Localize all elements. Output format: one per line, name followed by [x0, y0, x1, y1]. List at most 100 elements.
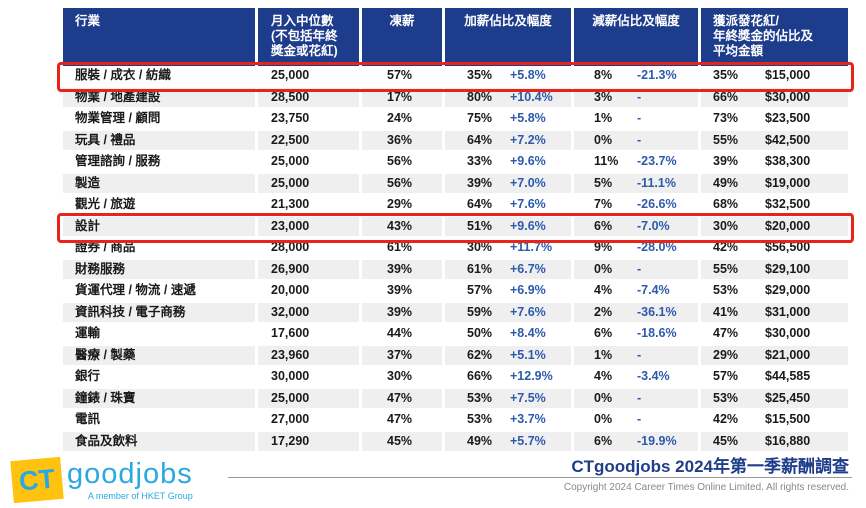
cell-cut_amt: -18.6% [629, 324, 702, 346]
cell-raise_amt: +7.0% [500, 173, 575, 195]
table-row: 貨運代理 / 物流 / 速遞 20,000 39% 57% +6.9% 4% -7.4% 53… [63, 281, 849, 303]
cell-raise_amt: +9.6% [500, 152, 575, 174]
cell-bonus_pct: 29% [701, 345, 754, 367]
cell-industry: 銀行 [63, 367, 258, 389]
cell-bonus_amt: $31,000 [753, 302, 849, 324]
cell-cut_amt: -28.0% [629, 238, 702, 260]
cell-cut_pct: 8% [574, 66, 630, 88]
cell-raise_pct: 57% [445, 281, 500, 303]
cell-frozen: 39% [362, 281, 445, 303]
table-row: 證券 / 商品 28,000 61% 30% +11.7% 9% -28.0% 42% $56,… [63, 238, 849, 260]
cell-bonus_amt: $23,500 [753, 109, 849, 131]
column-header-median: 月入中位數 (不包括年終 獎金或花紅) [258, 8, 362, 66]
cell-frozen: 57% [362, 66, 445, 88]
logo-name: goodjobs [67, 458, 193, 490]
cell-bonus_amt: $30,000 [753, 324, 849, 346]
cell-median: 21,300 [258, 195, 362, 217]
cell-frozen: 17% [362, 87, 445, 109]
cell-cut_amt: -36.1% [629, 302, 702, 324]
table-row: 管理諮詢 / 服務 25,000 56% 33% +9.6% 11% -23.7% 39% $3… [63, 152, 849, 174]
cell-median: 23,960 [258, 345, 362, 367]
cell-raise_amt: +12.9% [500, 367, 575, 389]
cell-frozen: 43% [362, 216, 445, 238]
logo-ct-text: CT [17, 462, 57, 497]
cell-raise_pct: 66% [445, 367, 500, 389]
table-row: 服裝 / 成衣 / 紡織 25,000 57% 35% +5.8% 8% -21.3% 35%… [63, 66, 849, 88]
cell-bonus_amt: $42,500 [753, 130, 849, 152]
table-row: 銀行 30,000 30% 66% +12.9% 4% -3.4% 57% $44,585 [63, 367, 849, 389]
cell-bonus_amt: $19,000 [753, 173, 849, 195]
cell-cut_pct: 7% [574, 195, 630, 217]
copyright-text: Copyright 2024 Career Times Online Limit… [563, 482, 849, 493]
cell-cut_amt: -11.1% [629, 173, 702, 195]
cell-bonus_amt: $44,585 [753, 367, 849, 389]
cell-median: 23,750 [258, 109, 362, 131]
cell-cut_pct: 4% [574, 281, 630, 303]
cell-cut_amt: - [629, 345, 702, 367]
cell-cut_amt: -7.4% [629, 281, 702, 303]
cell-raise_pct: 35% [445, 66, 500, 88]
table-row: 設計 23,000 43% 51% +9.6% 6% -7.0% 30% $20,000 [63, 216, 849, 238]
cell-frozen: 61% [362, 238, 445, 260]
ctgoodjobs-logo: CT goodjobs A member of HKET Group [10, 456, 193, 504]
footer-divider [228, 477, 852, 478]
cell-cut_pct: 1% [574, 345, 630, 367]
column-header-cut: 減薪佔比及幅度 [574, 8, 702, 66]
cell-raise_pct: 75% [445, 109, 500, 131]
cell-industry: 觀光 / 旅遊 [63, 195, 258, 217]
cell-bonus_pct: 73% [701, 109, 754, 131]
cell-frozen: 39% [362, 259, 445, 281]
survey-title: CTgoodjobs 2024年第一季薪酬調查 [571, 457, 849, 476]
table-row: 玩具 / 禮品 22,500 36% 64% +7.2% 0% -55% $42,500 [63, 130, 849, 152]
cell-median: 26,900 [258, 259, 362, 281]
cell-raise_pct: 61% [445, 259, 500, 281]
cell-raise_amt: +10.4% [500, 87, 575, 109]
cell-frozen: 29% [362, 195, 445, 217]
cell-bonus_amt: $15,000 [753, 66, 849, 88]
cell-cut_pct: 0% [574, 130, 630, 152]
cell-median: 17,290 [258, 431, 362, 453]
cell-bonus_amt: $38,300 [753, 152, 849, 174]
table-row: 觀光 / 旅遊 21,300 29% 64% +7.6% 7% -26.6% 68% $32,5… [63, 195, 849, 217]
cell-cut_pct: 0% [574, 388, 630, 410]
cell-median: 28,000 [258, 238, 362, 260]
cell-median: 22,500 [258, 130, 362, 152]
cell-industry: 電訊 [63, 410, 258, 432]
cell-raise_amt: +6.9% [500, 281, 575, 303]
cell-frozen: 36% [362, 130, 445, 152]
table-row: 製造 25,000 56% 39% +7.0% 5% -11.1% 49% $19,000 [63, 173, 849, 195]
cell-cut_pct: 3% [574, 87, 630, 109]
cell-cut_amt: - [629, 410, 702, 432]
cell-bonus_amt: $29,000 [753, 281, 849, 303]
cell-bonus_amt: $16,880 [753, 431, 849, 453]
cell-bonus_amt: $30,000 [753, 87, 849, 109]
ct-logo-badge-icon: CT [10, 456, 64, 504]
cell-industry: 財務服務 [63, 259, 258, 281]
cell-industry: 運輸 [63, 324, 258, 346]
cell-bonus_pct: 39% [701, 152, 754, 174]
cell-bonus_pct: 47% [701, 324, 754, 346]
cell-raise_pct: 64% [445, 195, 500, 217]
logo-tagline: A member of HKET Group [87, 491, 193, 501]
table-row: 資訊科技 / 電子商務 32,000 39% 59% +7.6% 2% -36.1% 41% $… [63, 302, 849, 324]
cell-raise_pct: 51% [445, 216, 500, 238]
cell-cut_amt: -3.4% [629, 367, 702, 389]
cell-median: 28,500 [258, 87, 362, 109]
cell-cut_amt: -26.6% [629, 195, 702, 217]
column-header-bonus: 獲派發花紅/年終獎金的佔比及 平均金額 [701, 8, 849, 66]
cell-bonus_amt: $21,000 [753, 345, 849, 367]
cell-cut_pct: 2% [574, 302, 630, 324]
cell-median: 25,000 [258, 66, 362, 88]
cell-raise_pct: 50% [445, 324, 500, 346]
cell-bonus_pct: 55% [701, 259, 754, 281]
table-row: 鐘錶 / 珠寶 25,000 47% 53% +7.5% 0% -53% $25,450 [63, 388, 849, 410]
header-row: 行業 月入中位數 (不包括年終 獎金或花紅) 凍薪 加薪佔比及幅度 減薪佔比及幅度 獲派發花紅… [63, 8, 849, 66]
cell-cut_pct: 6% [574, 431, 630, 453]
cell-industry: 證券 / 商品 [63, 238, 258, 260]
cell-bonus_amt: $25,450 [753, 388, 849, 410]
cell-cut_amt: -7.0% [629, 216, 702, 238]
cell-raise_amt: +7.2% [500, 130, 575, 152]
cell-industry: 製造 [63, 173, 258, 195]
table-row: 運輸 17,600 44% 50% +8.4% 6% -18.6% 47% $30,000 [63, 324, 849, 346]
table-row: 物業 / 地產建設 28,500 17% 80% +10.4% 3% -66% $30,000 [63, 87, 849, 109]
